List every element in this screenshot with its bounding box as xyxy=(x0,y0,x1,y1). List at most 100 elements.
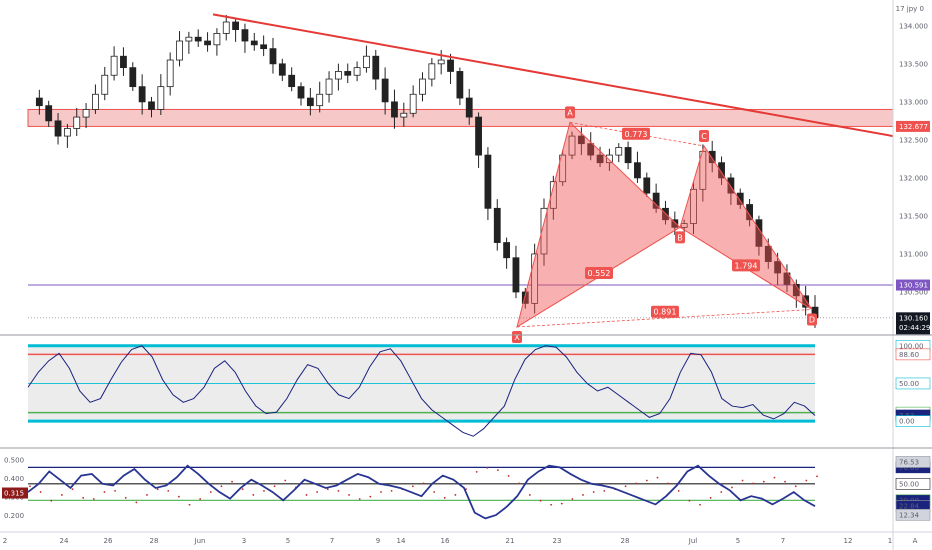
indicator-left-tag: 0.315 xyxy=(4,490,24,498)
indicator-dot xyxy=(784,480,786,483)
candle-body xyxy=(138,86,146,103)
indicator-dot xyxy=(486,466,489,469)
ratio-label: 0.773 xyxy=(625,130,648,139)
indicator-dot xyxy=(337,490,340,492)
time-tick-label: Jun xyxy=(194,537,206,545)
price-tick-label: 133.000 xyxy=(899,98,928,106)
candle-body xyxy=(634,162,641,179)
price-tag-box xyxy=(896,120,930,132)
pattern-point-label: A xyxy=(567,108,573,117)
ratio-label: 1.794 xyxy=(735,261,758,270)
candle-body xyxy=(306,97,314,107)
indicator-dot xyxy=(528,494,531,496)
price-tag-label: 130.160 xyxy=(899,314,928,322)
indicator-dot xyxy=(582,494,584,496)
candle-body xyxy=(194,36,202,42)
pattern-point-box xyxy=(675,231,685,244)
candle-body xyxy=(447,59,454,72)
candle-body xyxy=(568,135,576,156)
indicator-dot xyxy=(805,479,808,482)
indicator-dot xyxy=(443,496,446,499)
candle-body xyxy=(101,74,109,95)
pattern-point-box xyxy=(699,129,709,142)
indicator-dot xyxy=(699,503,701,506)
indicator-dot xyxy=(177,495,180,498)
price-tag-label: 132.677 xyxy=(899,123,928,131)
ratio-label-box xyxy=(585,266,613,279)
candle-body xyxy=(176,40,183,61)
candle-body xyxy=(680,223,688,228)
indicator-dot xyxy=(752,482,755,485)
oscillator-tag-label: 50.00 xyxy=(899,380,919,388)
candle-body xyxy=(45,105,53,122)
candle-body xyxy=(391,101,398,118)
candle-body xyxy=(503,242,511,259)
indicator-left-tick: 0.200 xyxy=(4,512,24,520)
indicator-dot xyxy=(603,490,606,492)
candle-body xyxy=(344,71,352,76)
pattern-point-box xyxy=(807,313,817,326)
candle-body xyxy=(269,48,277,65)
candle-body xyxy=(802,295,810,308)
symbol-label: 17 jpy 0 xyxy=(896,5,924,13)
indicator-dot xyxy=(550,503,553,506)
time-tick-label: 2 xyxy=(3,537,7,545)
candle-body xyxy=(110,55,118,76)
candle-body xyxy=(353,67,361,76)
candle-body xyxy=(549,181,557,209)
price-tick-label: 133.500 xyxy=(899,60,928,68)
candle-body xyxy=(325,78,333,95)
candle-body xyxy=(260,44,268,50)
indicator-dot xyxy=(380,491,382,493)
candle-body xyxy=(671,219,679,228)
indicator-dot xyxy=(454,494,457,496)
indicator-dot xyxy=(39,491,42,493)
candle-body xyxy=(493,207,501,243)
candle-body xyxy=(615,147,623,156)
indicator-dot xyxy=(741,479,744,482)
price-tag-label: 130.591 xyxy=(899,282,928,290)
candle-body xyxy=(736,192,744,205)
indicator-dot xyxy=(624,485,627,488)
candle-body xyxy=(63,128,71,137)
candle-body xyxy=(372,55,380,80)
oscillator-pane[interactable] xyxy=(27,344,816,437)
price-tag-box xyxy=(896,312,930,335)
indicator-dot xyxy=(571,498,574,500)
time-tick-label: 16 xyxy=(441,537,450,545)
candle-body xyxy=(250,40,258,46)
candle-body xyxy=(241,29,249,42)
candle-body xyxy=(73,116,81,129)
candle-body xyxy=(232,21,239,31)
candle-body xyxy=(774,261,782,274)
indicator-dot xyxy=(167,490,170,492)
indicator-dot xyxy=(390,490,393,492)
candle-body xyxy=(334,71,342,80)
indicator-dot xyxy=(188,503,191,506)
indicator-tag-label: 70.00 xyxy=(899,464,919,472)
oscillator-line xyxy=(27,345,816,437)
price-pane[interactable]: X A B C D 0.773 0.552 1.794 0.891 xyxy=(27,13,894,343)
indicator-dot xyxy=(635,482,638,485)
indicator-dot xyxy=(273,485,276,488)
indicator-dot xyxy=(114,490,116,492)
candle-body xyxy=(409,93,417,114)
ratio-connector xyxy=(569,121,705,147)
price-tick-label: 131.500 xyxy=(899,212,928,220)
indicator-dot xyxy=(433,491,436,493)
candle-body xyxy=(531,253,539,304)
time-tick-label: 24 xyxy=(60,537,69,545)
indicator-dot xyxy=(709,496,712,499)
time-axis[interactable]: 2 24 26 28 Jun 3 5 7 9 14 16 21 23 28 Jul 5 7 12 1 A xyxy=(3,537,918,545)
indicator-tag-box xyxy=(895,456,931,468)
candle-body xyxy=(690,188,697,224)
time-tick-label: 28 xyxy=(621,537,630,545)
indicator-dot xyxy=(156,488,159,491)
price-tick-label: 132.000 xyxy=(899,174,928,182)
candle-body xyxy=(120,55,127,69)
candle-body xyxy=(278,63,286,76)
candle-body xyxy=(129,67,137,88)
